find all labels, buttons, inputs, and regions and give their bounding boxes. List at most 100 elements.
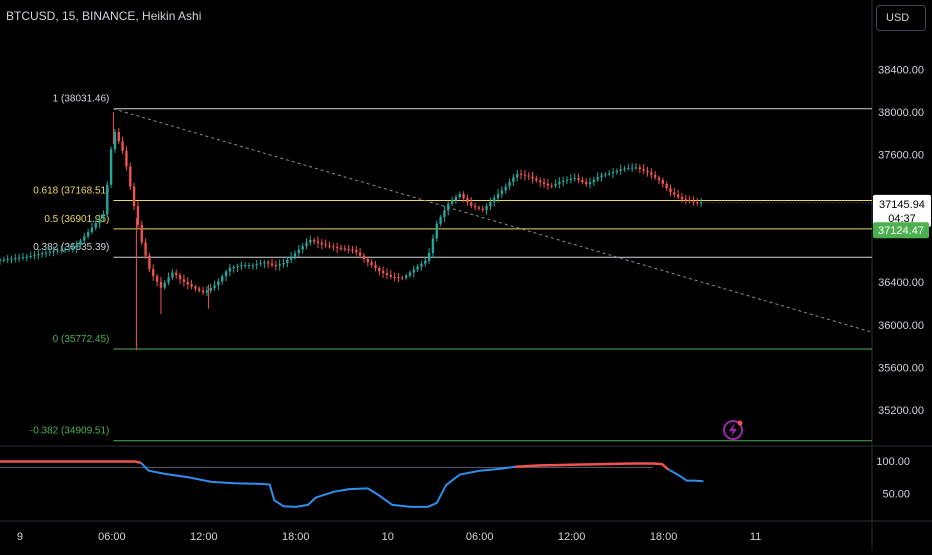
candle-body [194, 286, 197, 289]
candle-body [362, 255, 366, 259]
symbol-title[interactable]: BTCUSD, 15, BINANCE, Heikin Ashi [6, 9, 202, 23]
fib-level-label: -0.382 (34909.51) [30, 426, 110, 437]
candle-body [688, 200, 691, 202]
candle-body [611, 172, 615, 174]
candle-body [650, 172, 653, 175]
candle-body [454, 197, 458, 201]
candle-body [531, 176, 534, 179]
candle-body [201, 290, 205, 293]
candle-body [236, 266, 239, 268]
candle-body [366, 258, 369, 263]
price-axis[interactable]: 38800.0038400.0038000.0037600.0036400.00… [876, 22, 924, 501]
time-axis[interactable]: 9 06:00 12:00 18:00 10 06:00 12:00 18:00 11 [17, 531, 761, 543]
candle-body [274, 265, 278, 267]
candle-body [470, 202, 473, 206]
oscillator-line [514, 462, 670, 471]
time-tick-label: 10 [382, 531, 394, 543]
candle-body [228, 268, 232, 272]
candle-body [14, 258, 17, 260]
candle-body [374, 265, 377, 269]
alert-icon[interactable] [723, 420, 743, 440]
last-price-value: 37145.94 [879, 199, 925, 211]
alert-dot [737, 420, 743, 426]
candle-body [71, 248, 74, 250]
candle-body [98, 218, 101, 224]
candle-body [653, 174, 657, 178]
candle-body [90, 227, 94, 233]
candle-body [477, 207, 481, 209]
candle-body [263, 262, 266, 264]
time-tick-label: 18:00 [282, 531, 310, 543]
candle-body [305, 242, 308, 247]
candle-body [508, 181, 511, 187]
candle-body [209, 288, 212, 291]
currency-button[interactable]: USD [876, 5, 926, 31]
candle-body [500, 190, 504, 195]
candle-body [148, 255, 151, 269]
candle-body [40, 253, 44, 255]
candle-body [646, 170, 649, 173]
candle-body [485, 205, 488, 210]
time-tick-label: 06:00 [466, 531, 494, 543]
candle-body [504, 186, 507, 191]
candle-body [221, 276, 224, 282]
candle-body [389, 275, 392, 277]
oscillator-line [667, 468, 704, 483]
lightning-bolt-icon[interactable] [723, 420, 743, 440]
candle-body [443, 210, 446, 218]
candle-body [381, 271, 385, 274]
candle-body [684, 199, 687, 201]
marked-price-badge [873, 222, 929, 239]
candle-body [692, 201, 695, 203]
candle-body [401, 277, 404, 279]
candle-body [320, 242, 324, 245]
candle-body [577, 178, 580, 181]
candle-body [10, 258, 13, 260]
candle-body [569, 178, 573, 180]
candle-body [565, 179, 569, 181]
price-tick-label: 35200.00 [878, 405, 924, 417]
candle-body [370, 262, 373, 266]
candle-body [224, 271, 228, 277]
candle-body [37, 254, 40, 256]
candle-body [447, 203, 450, 211]
candle-body [554, 183, 557, 186]
candle-body [516, 173, 519, 178]
candle-body [412, 269, 415, 273]
candle-body [562, 180, 565, 182]
candle-body [198, 288, 201, 291]
candle-body [642, 169, 645, 171]
trend-line[interactable] [113, 108, 873, 333]
oscillator-line [0, 460, 142, 465]
candle-body [420, 263, 423, 267]
candle-body [481, 208, 484, 210]
candle-body [527, 175, 530, 177]
candle-body [665, 183, 668, 189]
candle-body [581, 180, 584, 183]
candle-body [358, 252, 362, 256]
fibonacci-retracement[interactable]: 1 (38031.46) 0.618 (37168.51) 0.5 (36901.9… [30, 94, 872, 442]
time-tick-label: 11 [750, 531, 761, 543]
trend-line-segment[interactable] [113, 108, 873, 333]
candle-body [106, 184, 109, 215]
candle-body [232, 267, 235, 269]
candle-body [289, 256, 293, 260]
price-tick-label: 35600.00 [878, 362, 924, 374]
candle-body [182, 279, 186, 282]
candle-body [2, 259, 6, 261]
oscillator-line [140, 462, 516, 508]
candle-body [431, 238, 435, 253]
candle-body [657, 177, 661, 181]
candle-body [584, 182, 588, 185]
candle-body [661, 180, 664, 184]
candle-body [493, 197, 496, 202]
candle-body [205, 290, 209, 293]
candle-body [699, 202, 703, 204]
candle-body [696, 202, 699, 204]
candlestick-series [0, 112, 703, 351]
candle-body [125, 150, 128, 167]
candle-body [33, 255, 36, 257]
price-tick-label: 38400.00 [878, 65, 924, 77]
